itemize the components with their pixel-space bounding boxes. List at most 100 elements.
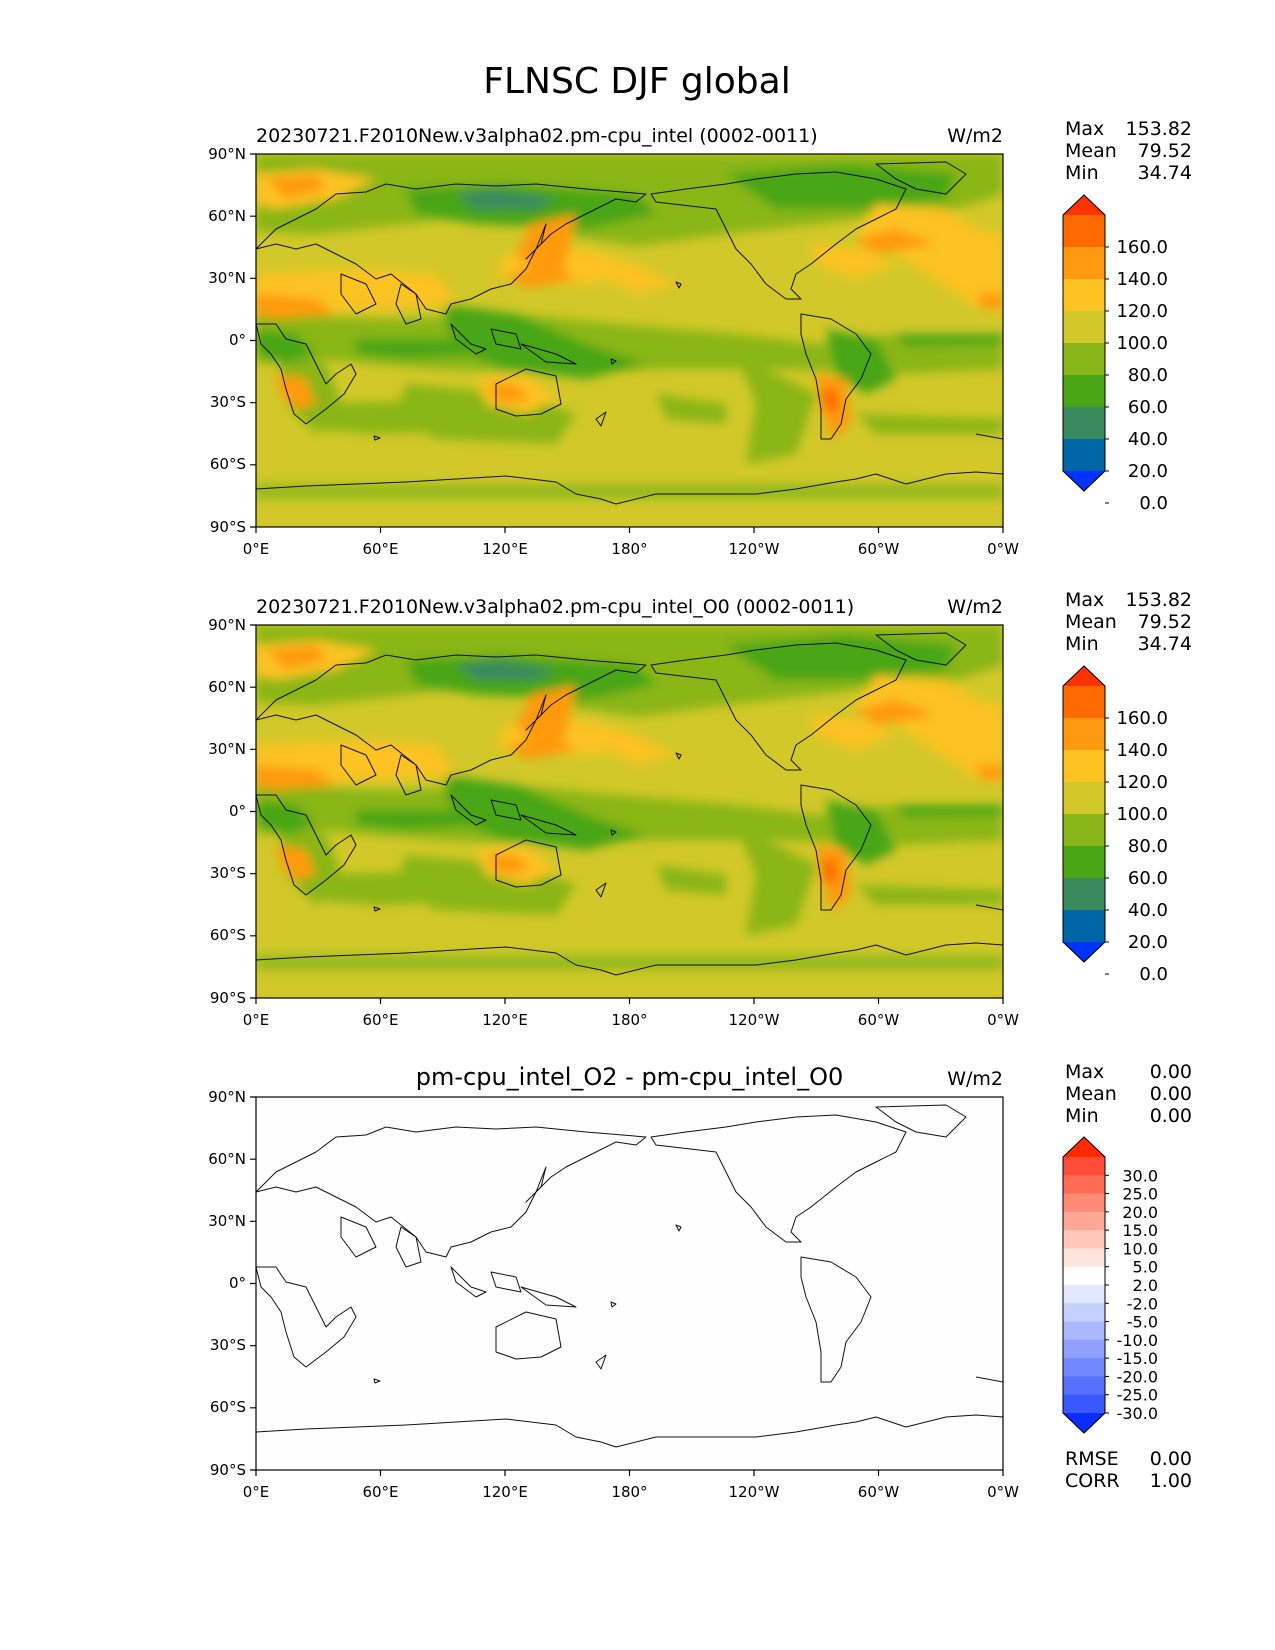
colorbar-label: 40.0 [1128,900,1168,921]
stat-corr-value: 1.00 [1150,1470,1192,1492]
colorbar-segment [1063,311,1105,344]
y-tick: 30°S [210,393,246,411]
colorbar-extend-max [1063,195,1105,215]
x-tick: 180° [611,1011,647,1029]
x-tick: 60°E [362,1011,398,1029]
stat-mean-value: 79.52 [1138,611,1192,633]
x-tick: 60°E [362,1483,398,1501]
panel-3-colorbar: 30.025.020.015.010.05.02.0-2.0-5.0-10.0-… [1062,1136,1158,1434]
x-tick: 180° [611,540,647,558]
x-tick: 0°E [243,1483,270,1501]
x-tick: 120°W [729,1011,780,1029]
panel-1-units: W/m2 [947,125,1003,147]
stat-rmse-value: 0.00 [1150,1448,1192,1470]
y-tick: 30°S [210,1336,246,1354]
y-tick: 30°S [210,864,246,882]
y-tick: 60°S [210,455,246,473]
colorbar-label: 140.0 [1116,269,1168,290]
colorbar-label: 140.0 [1116,740,1168,761]
colorbar-segment [1063,1394,1105,1414]
colorbar-segment [1063,782,1105,815]
colorbar-label: 0.0 [1139,493,1168,514]
panel-2-stats: Max 153.82 Mean 79.52 Min 34.74 [1065,589,1192,655]
colorbar-label: 40.0 [1128,429,1168,450]
x-tick: 0°E [243,540,270,558]
panel-1-contour-field [256,154,1003,527]
colorbar-segment [1063,1266,1105,1286]
panel-3-stats: Max 0.00 Mean 0.00 Min 0.00 [1065,1061,1192,1127]
panel-1-x-ticks: 0°E 60°E 120°E 180° 120°W 60°W 0°W [243,540,1019,558]
stat-mean-label: Mean [1065,611,1117,633]
stat-min-label: Min [1065,162,1099,184]
panel-2-x-ticks: 0°E 60°E 120°E 180° 120°W 60°W 0°W [243,1011,1019,1029]
colorbar-segment [1063,686,1105,719]
colorbar-extend-min [1063,471,1105,491]
colorbar-label: 20.0 [1128,461,1168,482]
colorbar-segment [1063,814,1105,847]
colorbar-label: 25.0 [1122,1185,1158,1204]
x-tick: 0°W [987,1011,1019,1029]
stat-corr-label: CORR [1065,1470,1120,1492]
y-tick: 30°N [208,740,246,758]
stat-rmse-label: RMSE [1065,1448,1119,1470]
colorbar-label: 120.0 [1116,301,1168,322]
colorbar-segment [1063,1157,1105,1176]
stat-min-value: 0.00 [1150,1105,1192,1127]
y-tick: 0° [229,331,246,349]
stat-max-label: Max [1065,589,1104,611]
x-tick: 0°E [243,1011,270,1029]
colorbar-segment [1063,1321,1105,1341]
colorbar-label: -25.0 [1117,1386,1158,1405]
colorbar-segment [1063,407,1105,440]
panel-2-units: W/m2 [947,596,1003,618]
colorbar-segment [1063,878,1105,911]
y-tick: 90°N [208,1088,246,1106]
stat-mean-value: 0.00 [1150,1083,1192,1105]
y-tick: 0° [229,1274,246,1292]
stat-max-label: Max [1065,118,1104,140]
colorbar-label: 160.0 [1116,708,1168,729]
panel-3-units: W/m2 [947,1068,1003,1090]
colorbar-extend-min [1063,942,1105,962]
x-tick: 120°W [729,1483,780,1501]
y-tick: 90°N [208,616,246,634]
colorbar-label: 5.0 [1133,1258,1158,1277]
colorbar-label: -10.0 [1117,1331,1158,1350]
y-tick: 90°N [208,145,246,163]
panel-3-x-ticks: 0°E 60°E 120°E 180° 120°W 60°W 0°W [243,1483,1019,1501]
colorbar-segment [1063,910,1105,943]
panel-3-contour-field [256,1097,1003,1470]
colorbar-segment [1063,343,1105,376]
y-tick: 30°N [208,1212,246,1230]
figure-title: FLNSC DJF global [483,61,790,102]
panel-3-y-ticks: 90°N 60°N 30°N 0° 30°S 60°S 90°S [208,1088,246,1479]
colorbar-label: 80.0 [1128,365,1168,386]
colorbar-label: 160.0 [1116,237,1168,258]
stat-mean-label: Mean [1065,140,1117,162]
stat-max-label: Max [1065,1061,1104,1083]
panel-2-colorbar: 160.0 140.0 120.0 100.0 80.0 60.0 40.0 20.0 0.0 [1062,665,1168,985]
stat-max-value: 153.82 [1126,589,1192,611]
panel-2-y-ticks: 90°N 60°N 30°N 0° 30°S 60°S 90°S [208,616,246,1007]
colorbar-segment [1063,718,1105,751]
x-tick: 60°W [858,1011,900,1029]
colorbar-label: 0.0 [1139,964,1168,985]
colorbar-segment [1063,1248,1105,1268]
stat-min-label: Min [1065,633,1099,655]
colorbar-extend-max [1063,1137,1105,1157]
stat-max-value: 153.82 [1126,118,1192,140]
y-tick: 90°S [210,989,246,1007]
y-tick: 60°N [208,678,246,696]
colorbar-segment [1063,1175,1105,1195]
x-tick: 120°E [482,1011,528,1029]
panel-1: 20230721.F2010New.v3alpha02.pm-cpu_intel… [208,125,1019,558]
y-tick: 60°S [210,1398,246,1416]
x-tick: 120°W [729,540,780,558]
stat-min-value: 34.74 [1138,162,1192,184]
colorbar-label: 20.0 [1122,1203,1158,1222]
colorbar-label: 15.0 [1122,1221,1158,1240]
stat-min-label: Min [1065,1105,1099,1127]
panel-3: pm-cpu_intel_O2 - pm-cpu_intel_O0 W/m2 0… [208,1063,1019,1501]
colorbar-label: 100.0 [1116,804,1168,825]
